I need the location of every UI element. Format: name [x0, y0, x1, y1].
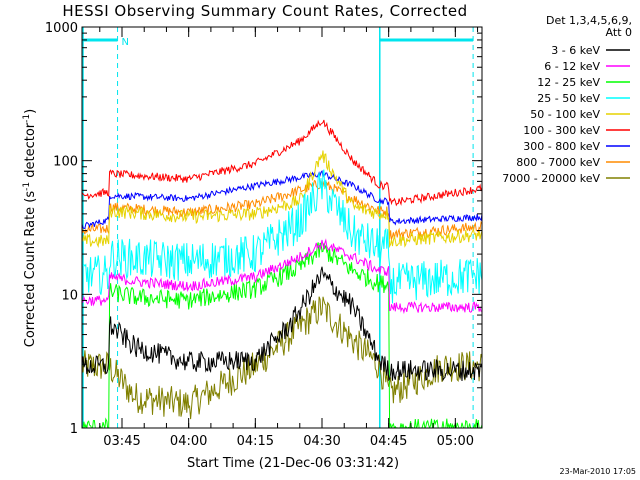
y-tick-label: 1000 — [45, 21, 78, 36]
x-tick-label: 03:45 — [103, 434, 140, 449]
x-tick-label: 04:15 — [237, 434, 274, 449]
y-axis-label: Corrected Count Rate (s-1 detector-1) — [22, 109, 38, 347]
x-tick-label: 04:45 — [370, 434, 407, 449]
legend-entry-label: 12 - 25 keV — [537, 76, 600, 89]
series-line-300-800-kev — [82, 169, 482, 229]
y-tick-label: 10 — [61, 288, 78, 303]
series-line-3-6-kev — [82, 266, 482, 382]
y-tick-label: 1 — [70, 422, 78, 437]
legend-entry-label: 100 - 300 keV — [523, 124, 600, 137]
series-line-50-100-kev — [82, 150, 482, 249]
series-line-6-12-kev — [82, 238, 482, 315]
flag-label: N — [122, 37, 129, 48]
series-line-12-25-kev — [82, 242, 482, 428]
legend-entry-label: 800 - 7000 keV — [516, 156, 600, 169]
series-line-100-300-kev — [82, 119, 482, 207]
x-tick-label: 04:30 — [303, 434, 340, 449]
legend: Det 1,3,4,5,6,9,Att 0 3 - 6 keV 6 - 12 keV… — [502, 14, 632, 185]
legend-entry-label: 300 - 800 keV — [523, 140, 600, 153]
legend-entry-label: 25 - 50 keV — [537, 92, 600, 105]
y-tick-label: 100 — [53, 155, 78, 170]
plot-frame — [81, 26, 483, 429]
legend-entry-label: 7000 - 20000 keV — [502, 172, 600, 185]
series-line-25-50-kev — [82, 169, 482, 304]
chart-title: HESSI Observing Summary Count Rates, Cor… — [62, 2, 467, 20]
legend-entry-label: 50 - 100 keV — [530, 108, 600, 121]
legend-entry-label: 6 - 12 keV — [544, 60, 600, 73]
x-tick-label: 04:00 — [170, 434, 207, 449]
footer-timestamp: 23-Mar-2010 17:05 — [560, 467, 637, 476]
x-axis-label: Start Time (21-Dec-06 03:31:42) — [187, 456, 399, 471]
legend-entry-label: 3 - 6 keV — [551, 44, 600, 57]
legend-header: Att 0 — [606, 26, 632, 39]
legend-header: Det 1,3,4,5,6,9, — [546, 14, 632, 27]
x-tick-label: 05:00 — [437, 434, 474, 449]
series-line-7000-20000-kev — [82, 296, 482, 420]
